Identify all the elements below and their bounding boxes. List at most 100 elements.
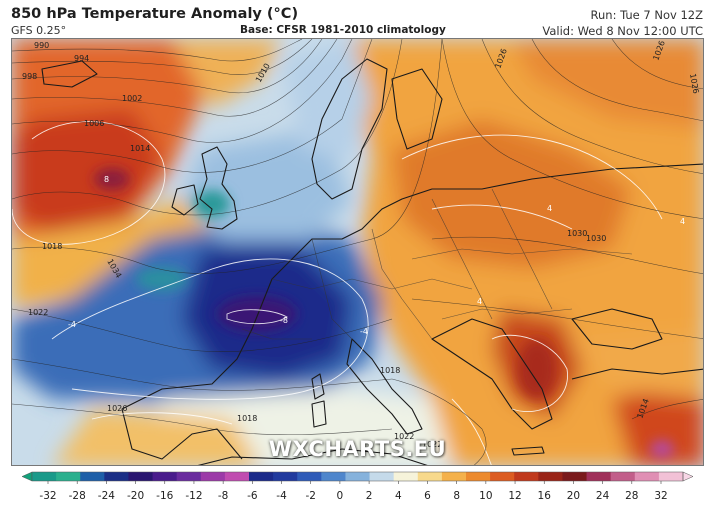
isobar-label: 1018 — [380, 366, 400, 375]
coastline-scandinavia — [311, 58, 388, 200]
isobar-line — [391, 378, 487, 465]
coastline-corsica — [311, 373, 325, 400]
isobar-line — [12, 358, 393, 391]
colorbar-tick-label: 20 — [567, 490, 580, 502]
map-svg: 990 994 998 1002 1006 1010 1014 1018 102… — [12, 39, 703, 465]
warm-anomaly-atlantic-outer — [12, 189, 222, 309]
colorbar-segment — [224, 472, 250, 481]
anomaly-contour-warm-east-inner — [431, 204, 573, 230]
colorbar-segment — [104, 472, 130, 481]
colorbar-segment — [345, 472, 371, 481]
colorbar-tick-label: -20 — [127, 490, 144, 502]
coastline-finland — [391, 68, 443, 150]
teal-patch-britain — [194, 190, 230, 218]
anomaly-contour-atlantic-warm — [12, 121, 166, 245]
colorbar-segment — [200, 472, 226, 481]
anomaly-contours — [12, 121, 663, 465]
isobar-label: 1030 — [567, 229, 587, 238]
colorbar-segment — [562, 472, 588, 481]
colorbar-segment — [441, 472, 467, 481]
isobar-line — [12, 39, 373, 173]
colorbar-tick-label: 2 — [366, 490, 373, 502]
isobar-line — [12, 403, 393, 436]
anomaly-contour-balkans — [491, 334, 568, 413]
isobar-label: 1026 — [688, 73, 700, 95]
isobar-label: 1002 — [122, 94, 142, 103]
coastline-iceland — [41, 60, 98, 88]
isobar-line — [441, 39, 703, 219]
border-4 — [431, 198, 493, 320]
isobar-line — [531, 39, 703, 121]
base-climatology-label: Base: CFSR 1981-2010 climatology — [240, 24, 446, 36]
warm-anomaly-southeast — [612, 379, 703, 465]
colorbar-segment — [249, 472, 274, 481]
chart-title: 850 hPa Temperature Anomaly (°C) — [11, 6, 299, 22]
colorbar-tick-label: 16 — [538, 490, 552, 502]
anomaly-label: -4 — [68, 320, 76, 329]
colorbar-tick-label: -12 — [185, 490, 202, 502]
magenta-patch-southeast — [650, 440, 674, 458]
coastline-italy — [346, 338, 423, 435]
colorbar-tick-label: 6 — [424, 490, 431, 502]
isobar-label: 1026 — [107, 404, 127, 413]
colorbar-segment — [393, 472, 419, 481]
colorbar-segment — [80, 472, 105, 481]
coastline-north-africa — [197, 448, 428, 465]
border-6 — [411, 248, 633, 260]
model-label: GFS 0.25° — [11, 24, 67, 37]
colorbar: -32 -28 -24 -20 -16 -12 -8 -6 -4 -2 0 2 4 6 8 10 12 16 20 2… — [21, 470, 694, 504]
isobar-line — [12, 39, 353, 143]
anomaly-contour-cold-core — [226, 309, 288, 325]
colorbar-segment — [490, 472, 515, 481]
colorbar-tick-label: -16 — [156, 490, 173, 502]
colorbar-tick-label: -4 — [276, 490, 287, 502]
coastline-continent — [121, 163, 703, 460]
isobar-line — [611, 39, 703, 89]
colorbar-tick-label: 24 — [596, 490, 610, 502]
colorbar-tick-label: 28 — [625, 490, 638, 502]
warm-anomaly-maximum — [94, 168, 130, 190]
isobar-line — [12, 39, 323, 93]
cold-anomaly-minimum — [217, 296, 297, 332]
warm-anomaly-east-core — [392, 119, 632, 269]
isobar-line — [12, 39, 313, 75]
colorbar-segment — [658, 472, 684, 481]
border-3 — [371, 228, 433, 340]
isobar-label: 1022 — [422, 440, 442, 449]
coastlines — [41, 58, 703, 465]
colorbar-segment — [128, 472, 154, 481]
coastline-sardinia — [311, 400, 327, 428]
isobar-label: 1006 — [84, 119, 104, 128]
colorbar-tick-label: 0 — [337, 490, 344, 502]
isobar-label: 1030 — [586, 234, 606, 243]
isobar-line — [12, 308, 393, 352]
anomaly-label: 4 — [477, 297, 482, 306]
colorbar-segment — [56, 472, 81, 481]
warm-anomaly-atlantic-core — [12, 109, 162, 239]
warm-anomaly-northeast — [512, 39, 703, 129]
teal-patch-atlantic — [136, 267, 188, 291]
colorbar-tick-label: 12 — [508, 490, 521, 502]
isobar-line — [481, 39, 703, 174]
anomaly-contour-south — [451, 398, 492, 465]
colorbar-tick-label: -28 — [69, 490, 86, 502]
warm-anomaly-iberia — [53, 409, 261, 465]
anomaly-label: 4 — [547, 204, 552, 213]
coastline-ireland — [171, 184, 199, 216]
anomaly-field — [12, 39, 703, 465]
colorbar-segment — [417, 472, 443, 481]
warm-patch-greece — [517, 339, 557, 399]
isobars — [12, 39, 703, 465]
isobar-label: 994 — [74, 54, 89, 63]
colorbar-segment — [321, 472, 347, 481]
colorbar-segment — [466, 472, 491, 481]
anomaly-contour-iberia — [91, 412, 233, 425]
colorbar-segment — [152, 472, 178, 481]
isobar-label: 1022 — [394, 432, 414, 441]
anomaly-label: 8 — [104, 175, 109, 184]
cold-anomaly-scandinavia — [282, 39, 372, 159]
anomaly-contour-warm-east — [401, 134, 663, 220]
colorbar-right-cap — [682, 471, 694, 482]
colorbar-segment — [369, 472, 395, 481]
